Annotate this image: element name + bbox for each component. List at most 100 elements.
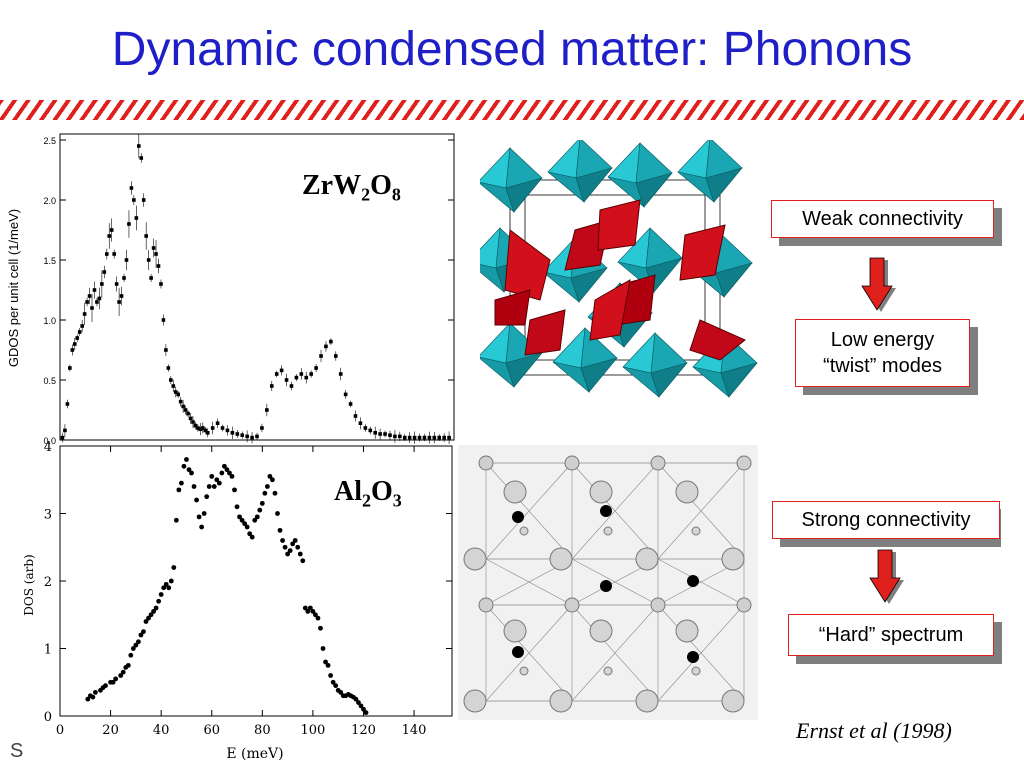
- dos-data-point: [184, 457, 189, 462]
- gdos-data-point: [159, 282, 163, 286]
- gdos-data-point: [393, 434, 397, 439]
- dos-data-point: [320, 646, 326, 651]
- dos-data-point: [358, 703, 364, 709]
- dos-data-point: [173, 517, 179, 523]
- dos-data-point: [239, 517, 245, 523]
- gdos-data-point: [137, 144, 141, 148]
- lattice-line: [657, 462, 745, 560]
- dos-data-point: [244, 524, 250, 530]
- lattice-atom-large: [721, 689, 745, 713]
- dos-data-point: [254, 514, 260, 520]
- dos-data-point: [292, 538, 298, 543]
- gdos-data-point: [112, 252, 116, 256]
- octahedron-face: [607, 142, 641, 184]
- dos-x-tick-label: 60: [203, 723, 220, 738]
- gdos-data-point: [151, 246, 156, 250]
- dos-data-point: [325, 662, 331, 668]
- lattice-atom-interstitial: [519, 666, 529, 676]
- dos-y-tick-label: 1: [44, 643, 52, 658]
- gdos-data-point: [149, 276, 153, 280]
- dos-data-point: [227, 470, 232, 476]
- dos-data-point: [313, 612, 318, 618]
- dos-data-point: [333, 683, 339, 689]
- gdos-data-point: [102, 270, 107, 274]
- gdos-data-point: [68, 366, 72, 370]
- gdos-data-point: [274, 372, 279, 376]
- dos-data-point: [201, 511, 207, 516]
- octahedron-face: [570, 267, 608, 303]
- dos-data-point: [287, 548, 293, 554]
- octahedron-face: [480, 147, 511, 189]
- gdos-data-point: [117, 300, 121, 304]
- dos-data-point: [161, 585, 167, 591]
- dos-data-point: [85, 696, 91, 702]
- gdos-data-point: [90, 306, 94, 310]
- lattice-line: [485, 462, 573, 560]
- dos-data-point: [262, 490, 268, 496]
- gdos-data-point: [132, 198, 136, 202]
- gdos-data-point: [166, 366, 171, 370]
- gdos-data-point: [279, 368, 284, 373]
- dos-data-point: [196, 514, 202, 520]
- dos-data-point: [237, 514, 242, 520]
- dos-data-point: [267, 473, 273, 479]
- dos-data-point: [125, 662, 131, 668]
- lattice-atom-dark: [512, 646, 524, 658]
- gdos-data-point: [156, 264, 161, 268]
- gdos-data-point: [144, 234, 148, 238]
- dos-data-point: [353, 696, 359, 702]
- lattice-atom-dark: [600, 580, 612, 592]
- dos-data-point: [295, 544, 301, 550]
- low-energy-label-line2: “twist” modes: [823, 355, 942, 377]
- gdos-data-point: [176, 392, 180, 397]
- gdos-data-point: [378, 432, 382, 436]
- gdos-y-tick-label: 1.5: [43, 256, 56, 266]
- gdos-data-point: [119, 294, 124, 298]
- gdos-data-point: [314, 366, 318, 370]
- lattice-atom-small: [650, 455, 666, 471]
- lattice-atom-interstitial: [691, 526, 701, 536]
- dos-data-point: [264, 484, 270, 489]
- gdos-data-point: [201, 426, 205, 430]
- page-title: Dynamic condensed matter: Phonons: [111, 23, 913, 76]
- gdos-data-point: [171, 384, 176, 388]
- gdos-data-point: [80, 324, 84, 328]
- lattice-atom-large: [549, 547, 573, 571]
- dos-data-point: [300, 558, 306, 564]
- gdos-data-point: [122, 276, 126, 280]
- zrw2o8-gdos-chart: GDOS per unit cell (1/meV) 0.0 0.5 1.0 1.5 2…: [6, 133, 455, 446]
- dos-data-point: [282, 544, 288, 550]
- dos-data-point: [141, 629, 146, 635]
- gdos-y-tick-label: 0.5: [43, 376, 56, 386]
- octahedron-face: [480, 322, 511, 364]
- dos-data-point: [221, 463, 227, 469]
- gdos-data-point: [95, 300, 99, 304]
- dos-data-point: [328, 673, 334, 678]
- gdos-data-point: [284, 378, 289, 382]
- dos-data-point: [90, 694, 96, 700]
- dos-data-point: [356, 700, 361, 705]
- gdos-data-point: [139, 156, 144, 160]
- dos-data-point: [257, 507, 263, 513]
- gdos-data-point: [193, 423, 198, 428]
- gdos-data-point: [198, 427, 203, 431]
- lattice-atom-small: [478, 455, 494, 471]
- weak-connectivity-box: Weak connectivity: [771, 200, 994, 238]
- lattice-line: [571, 604, 659, 702]
- gdos-data-point: [104, 252, 109, 256]
- lattice-atom-large: [463, 689, 487, 713]
- formula-al2o3: Al2O3: [334, 476, 402, 511]
- lattice-atom-large: [589, 480, 613, 504]
- dos-data-point: [211, 484, 217, 489]
- gdos-y-tick-label: 0.0: [43, 436, 56, 446]
- gdos-data-point: [230, 431, 235, 435]
- dos-data-point: [302, 605, 308, 611]
- gdos-data-point: [245, 434, 249, 439]
- gdos-data-point: [97, 296, 102, 301]
- gdos-data-point: [85, 300, 89, 304]
- dos-data-point: [158, 592, 164, 597]
- down-arrow-icon: [861, 257, 896, 312]
- strong-connectivity-box: Strong connectivity: [772, 501, 1000, 539]
- gdos-data-point: [427, 435, 432, 440]
- dos-data-point: [242, 521, 248, 527]
